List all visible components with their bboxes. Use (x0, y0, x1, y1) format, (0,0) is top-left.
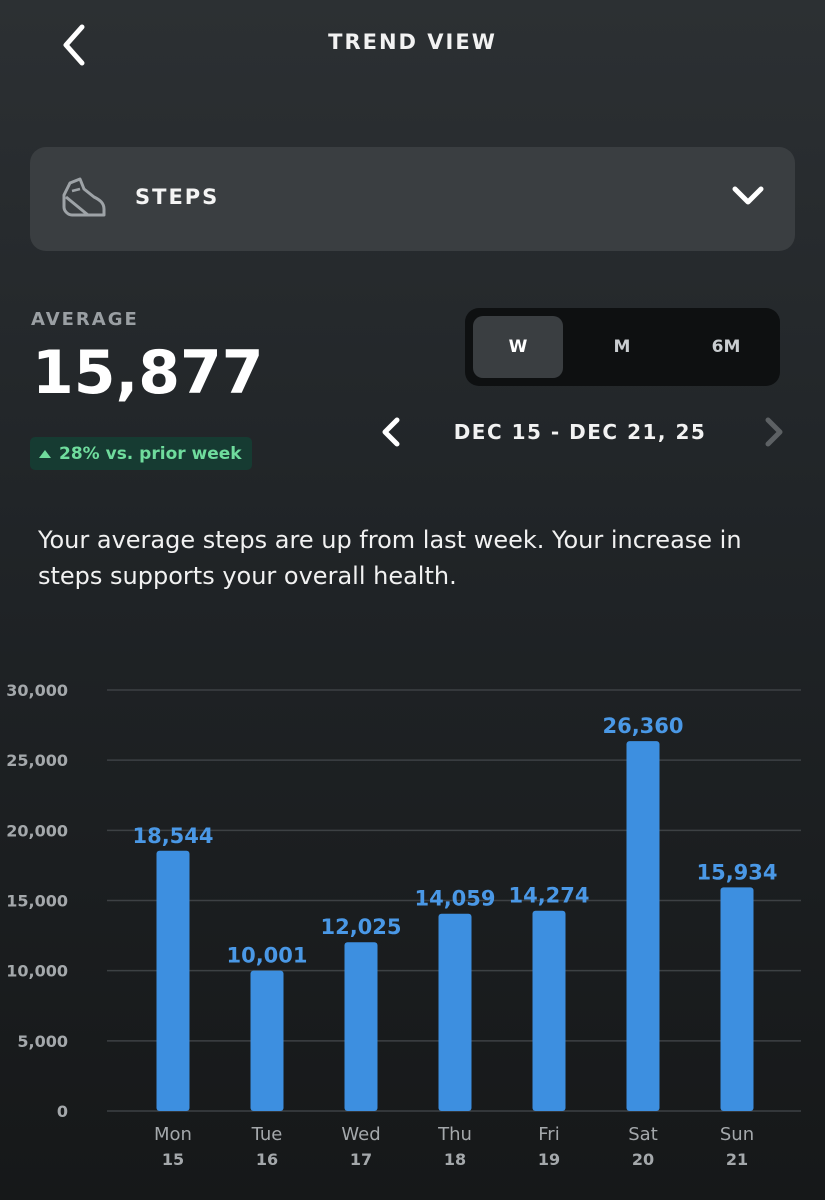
next-period-button[interactable] (758, 414, 790, 450)
range-option-month[interactable]: M (613, 337, 631, 357)
x-tick-day-number: 16 (256, 1150, 278, 1169)
x-tick-day-number: 17 (350, 1150, 372, 1169)
x-tick-day-number: 19 (538, 1150, 560, 1169)
bar (250, 970, 284, 1111)
insight-text: Your average steps are up from last week… (38, 526, 742, 590)
page-title: TREND VIEW (328, 30, 497, 54)
bar-value-label: 14,274 (508, 884, 589, 908)
bar (438, 913, 472, 1111)
bar (156, 850, 190, 1111)
y-tick-label: 0 (57, 1102, 68, 1121)
range-toggle: W M 6M (465, 308, 780, 386)
x-tick-label: Thu (437, 1124, 472, 1145)
average-label: AVERAGE (31, 309, 139, 330)
bar (532, 910, 566, 1111)
y-tick-label: 10,000 (6, 962, 68, 981)
x-tick-day-number: 21 (726, 1150, 748, 1169)
y-tick-label: 30,000 (6, 681, 68, 700)
metric-dropdown[interactable]: STEPS (30, 147, 795, 251)
bar-value-label: 15,934 (696, 860, 777, 884)
chevron-down-icon (732, 186, 764, 205)
x-tick-label: Sat (628, 1124, 658, 1145)
bar-value-label: 10,001 (226, 944, 307, 968)
x-tick-day-number: 18 (444, 1150, 466, 1169)
bar-value-label: 12,025 (320, 915, 401, 939)
x-tick-label: Fri (538, 1124, 559, 1145)
shoe-icon (62, 177, 106, 217)
y-tick-label: 25,000 (6, 751, 68, 770)
x-tick-label: Wed (341, 1124, 380, 1145)
metric-label: STEPS (135, 185, 220, 209)
bar-value-label: 18,544 (132, 824, 213, 848)
chevron-left-icon (63, 24, 85, 66)
x-tick-label: Tue (251, 1124, 283, 1145)
steps-bar-chart: 0 5,000 10,000 15,000 20,000 25,000 30,000 18,5… (6, 681, 801, 1169)
x-tick-label: Sun (720, 1124, 754, 1145)
change-badge: 28% vs. prior week (30, 437, 252, 470)
date-range: DEC 15 - DEC 21, 25 (453, 420, 707, 444)
back-button[interactable] (48, 20, 98, 70)
y-tick-label: 20,000 (6, 821, 68, 840)
steps-chart: 0 5,000 10,000 15,000 20,000 25,000 30,000 18,5… (0, 660, 825, 1180)
x-tick-label: Mon (154, 1124, 192, 1145)
bar-value-label: 26,360 (602, 714, 683, 738)
y-tick-label: 5,000 (17, 1032, 68, 1051)
bar-value-label: 14,059 (414, 887, 495, 911)
bar (626, 741, 660, 1111)
y-tick-label: 15,000 (6, 892, 68, 911)
bar (344, 942, 378, 1111)
range-option-week[interactable]: W (473, 316, 563, 378)
range-option-6month[interactable]: 6M (711, 337, 741, 357)
x-tick-day-number: 15 (162, 1150, 184, 1169)
average-value: 15,877 (32, 338, 264, 408)
previous-period-button[interactable] (375, 414, 407, 450)
bar (720, 887, 754, 1111)
arrow-up-icon (39, 449, 51, 458)
change-text: 28% vs. prior week (59, 443, 242, 464)
x-tick-day-number: 20 (632, 1150, 654, 1169)
